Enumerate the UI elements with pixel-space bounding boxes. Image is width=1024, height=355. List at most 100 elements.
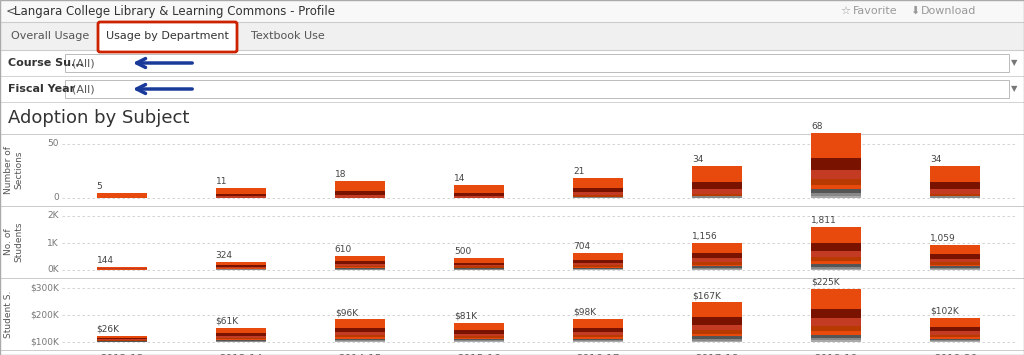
- Bar: [573, 263, 623, 265]
- Bar: [454, 258, 504, 263]
- Bar: [573, 341, 623, 342]
- Text: 2018-19: 2018-19: [815, 354, 858, 355]
- Bar: [216, 338, 265, 339]
- Bar: [454, 323, 504, 330]
- Text: $167K: $167K: [692, 291, 721, 300]
- Bar: [811, 326, 861, 331]
- Bar: [335, 338, 385, 339]
- Bar: [692, 330, 742, 334]
- Text: 324: 324: [216, 251, 232, 260]
- Bar: [931, 189, 980, 194]
- Bar: [573, 188, 623, 192]
- Text: $81K: $81K: [454, 312, 477, 321]
- Bar: [216, 194, 265, 196]
- Bar: [96, 336, 146, 338]
- Bar: [811, 269, 861, 270]
- Bar: [454, 185, 504, 193]
- Text: No. of
Students: No. of Students: [4, 222, 24, 262]
- Text: 0: 0: [53, 193, 59, 202]
- Bar: [454, 196, 504, 198]
- Bar: [96, 193, 146, 198]
- Bar: [0, 22, 1024, 50]
- Bar: [692, 182, 742, 189]
- Bar: [931, 335, 980, 337]
- Text: $200K: $200K: [31, 311, 59, 320]
- Bar: [931, 259, 980, 262]
- Text: 34: 34: [931, 155, 942, 164]
- Bar: [96, 267, 146, 268]
- Bar: [0, 134, 1024, 206]
- Bar: [692, 302, 742, 317]
- Bar: [573, 268, 623, 269]
- Bar: [692, 341, 742, 342]
- Text: 144: 144: [96, 256, 114, 264]
- Text: <: <: [6, 5, 16, 17]
- Bar: [454, 268, 504, 269]
- Text: 50: 50: [47, 140, 59, 148]
- Bar: [931, 245, 980, 255]
- Bar: [65, 54, 1009, 72]
- Text: ☆: ☆: [840, 6, 850, 16]
- Bar: [931, 265, 980, 267]
- Text: 21: 21: [573, 167, 585, 176]
- Bar: [811, 170, 861, 179]
- Bar: [216, 265, 265, 267]
- Bar: [811, 158, 861, 170]
- Text: $61K: $61K: [216, 317, 239, 326]
- Bar: [454, 330, 504, 334]
- Bar: [216, 269, 265, 270]
- Text: $300K: $300K: [30, 284, 59, 293]
- Bar: [454, 269, 504, 270]
- Text: Number of
Sections: Number of Sections: [4, 146, 24, 194]
- Bar: [811, 334, 861, 338]
- Text: 0K: 0K: [47, 266, 59, 274]
- Text: 2013-14: 2013-14: [219, 354, 262, 355]
- Bar: [692, 334, 742, 337]
- Bar: [811, 185, 861, 189]
- Bar: [335, 332, 385, 335]
- Text: 1,156: 1,156: [692, 231, 718, 241]
- Bar: [335, 196, 385, 198]
- Bar: [811, 196, 861, 198]
- Text: $102K: $102K: [931, 307, 959, 316]
- Bar: [96, 341, 146, 342]
- Text: Textbook Use: Textbook Use: [251, 31, 325, 41]
- Bar: [692, 253, 742, 258]
- Bar: [811, 331, 861, 334]
- Bar: [96, 268, 146, 269]
- Bar: [811, 179, 861, 185]
- Text: Download: Download: [921, 6, 976, 16]
- Bar: [692, 258, 742, 262]
- Text: ▼: ▼: [1011, 84, 1017, 93]
- Bar: [692, 268, 742, 269]
- Text: ▼: ▼: [1011, 59, 1017, 67]
- Bar: [573, 253, 623, 260]
- Bar: [931, 255, 980, 259]
- Bar: [931, 327, 980, 331]
- Bar: [216, 262, 265, 265]
- Bar: [692, 324, 742, 330]
- Bar: [811, 189, 861, 193]
- Bar: [216, 341, 265, 342]
- Text: 500: 500: [454, 247, 471, 256]
- Text: 1,811: 1,811: [811, 216, 837, 225]
- Bar: [573, 335, 623, 337]
- Bar: [931, 262, 980, 265]
- Bar: [96, 340, 146, 341]
- Bar: [454, 193, 504, 196]
- Bar: [811, 251, 861, 257]
- Bar: [931, 339, 980, 340]
- Text: 14: 14: [454, 174, 465, 183]
- Bar: [454, 340, 504, 342]
- Text: 704: 704: [573, 242, 590, 251]
- Bar: [454, 267, 504, 268]
- Bar: [573, 265, 623, 267]
- Bar: [335, 181, 385, 191]
- Bar: [573, 339, 623, 340]
- Bar: [335, 266, 385, 267]
- Text: $96K: $96K: [335, 308, 358, 317]
- Bar: [811, 257, 861, 261]
- Text: 2017-18: 2017-18: [695, 354, 739, 355]
- Bar: [573, 267, 623, 268]
- Text: Favorite: Favorite: [853, 6, 898, 16]
